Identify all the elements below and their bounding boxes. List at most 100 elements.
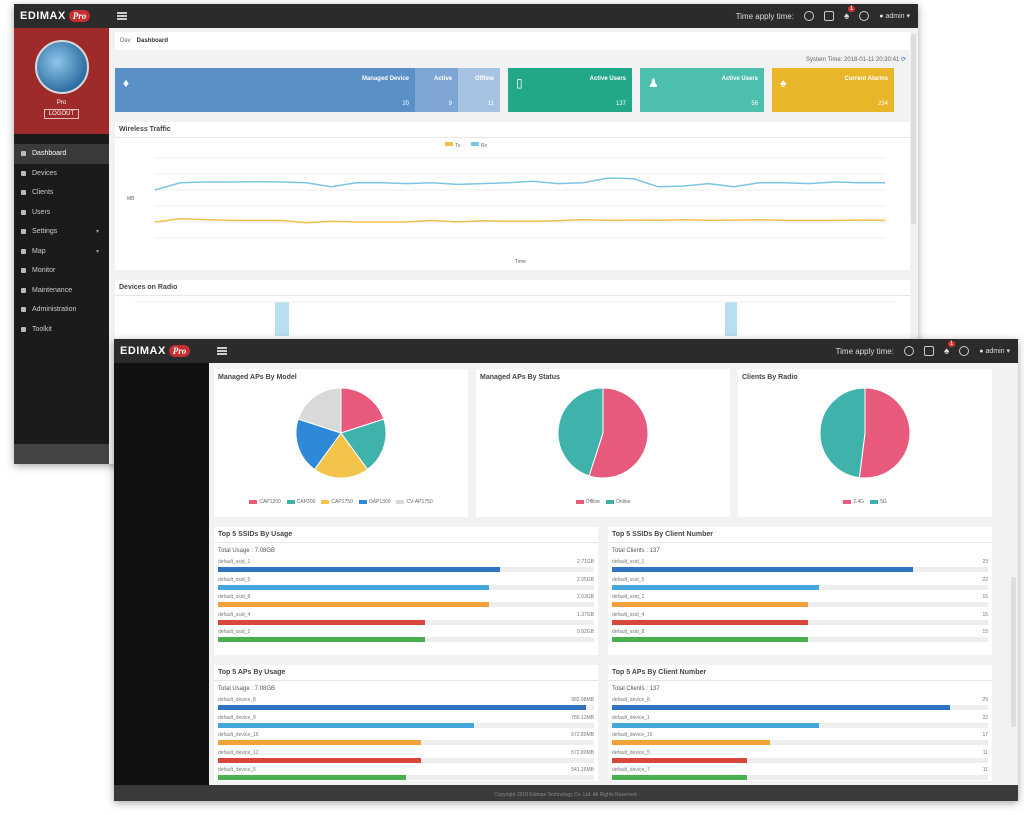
bar-item[interactable]: default_ssid_8 15 [608,626,992,644]
bar-item[interactable]: default_device_5 541.26MB [214,764,598,782]
bar-item[interactable]: default_ssid_1 2.71GB [214,556,598,574]
bar-item[interactable]: default_device_1 22 [608,712,992,730]
bar-fill [612,740,770,745]
legend-item[interactable]: CV-AP1750 [396,499,433,505]
bar-item-value: 2.71GB [577,559,594,565]
copyright-text: Copyright 2018 Edimax Technology Co. Ltd… [494,792,638,798]
globe-icon[interactable] [903,346,914,356]
active-users-card[interactable]: ▯ Active Users 137 [508,68,632,112]
managed-devices-card[interactable]: ♦ Managed Device 20 Active 9 Offline 11 [115,68,500,112]
pie-slice-offline[interactable] [588,387,649,479]
legend-item[interactable]: CAP300 [286,499,315,505]
legend-item[interactable]: Offline [575,499,600,505]
bar-item-value: 11 [982,749,988,756]
sidebar-item-clients[interactable]: Clients [14,183,109,203]
bar-item[interactable]: default_ssid_5 2.05GB [214,574,598,592]
user-menu[interactable]: ● admin ▾ [879,13,910,20]
bar-item[interactable]: default_device_9 766.12MB [214,712,598,730]
bar-item-value: 15 [982,611,988,618]
sidebar-item-users[interactable]: Users [14,203,109,223]
wireless-traffic-title: Wireless Traffic [115,122,910,138]
settings-icon[interactable] [959,346,970,356]
pie-slice-oap1300[interactable] [295,418,342,471]
chevron-down-icon: ▾ [95,229,99,236]
sidebar-item-toolkit[interactable]: Toolkit [14,320,109,340]
refresh-time-icon[interactable]: ⟳ [900,57,906,63]
bar-item-name: default_device_12 [218,749,259,756]
sidebar-item-maintenance[interactable]: Maintenance [14,281,109,301]
bar-item[interactable]: default_device_5 11 [608,747,992,765]
bar-item-name: default_device_8 [218,697,256,703]
bar-track [218,722,594,728]
bell-icon[interactable]: ♠ 1 [943,340,956,357]
bar-item[interactable]: default_ssid_4 1.37GB [214,609,598,627]
globe-icon[interactable] [803,11,814,21]
pie-slice-cap1750[interactable] [313,432,369,479]
legend-item[interactable]: CAP1750 [321,499,353,505]
devices-on-radio-chart [135,301,895,336]
legend-item[interactable]: CAP1200 [249,499,281,505]
bar-item[interactable]: default_ssid_2 0.92GB [214,626,598,644]
pie-slice-5g[interactable] [819,387,866,479]
brand-logo[interactable]: EDIMAX Pro [14,4,109,28]
sidebar-item-dashboard[interactable]: Dashboard [14,144,109,164]
map-icon [21,248,26,254]
bar-item[interactable]: default_device_12 572.80MB [214,747,598,765]
active-users-card-2[interactable]: ♟ Active Users 56 [640,68,764,112]
menu-toggle-icon[interactable] [217,347,227,355]
user-menu[interactable]: ● admin ▾ [979,348,1010,355]
bar-item[interactable]: default_ssid_8 2.03GB [214,591,598,609]
ssid-clients-panel: Top 5 SSIDs By Client Number Total Clien… [608,527,992,655]
pie-slice-online[interactable] [557,387,604,477]
legend-item[interactable]: 5G [870,499,887,505]
sidebar-item-administration[interactable]: Administration [14,300,109,320]
user-name: admin [985,348,1005,355]
bar-item[interactable]: default_ssid_1 15 [608,591,992,609]
refresh-icon[interactable] [923,346,934,356]
sidebar-item-map[interactable]: Map ▾ [14,242,109,262]
top-bar-actions: Time apply time: ♠ 1 ● admin ▾ [736,5,918,22]
legend-item[interactable]: OAP1300 [358,499,390,505]
pie-slice-cap1200[interactable] [340,387,385,434]
bell-icon[interactable]: ♠ 1 [843,5,856,22]
brand-logo[interactable]: EDIMAX Pro [114,339,209,363]
clients-icon [21,190,26,196]
bar-item[interactable]: default_device_7 11 [608,764,992,782]
bar-item[interactable]: default_device_8 982.98MB [214,694,598,712]
bar-item-name: default_device_16 [612,732,653,738]
active-devices-value: 9 [448,101,452,107]
sidebar-item-monitor[interactable]: Monitor [14,261,109,281]
scrollbar[interactable] [911,34,916,224]
bar-fill [218,740,422,745]
bar-item[interactable]: default_device_16 572.80MB [214,729,598,747]
bar-track [612,584,988,590]
legend-label: Tx [455,143,461,149]
pie-slice-cap300[interactable] [340,418,387,471]
breadcrumb-home[interactable]: Dev [120,38,131,44]
bar-item[interactable]: default_device_8 29 [608,694,992,712]
pie-slice-2.4g[interactable] [858,387,911,479]
pie-title-status: Managed APs By Status [480,373,560,381]
current-alarms-card[interactable]: ♠ Current Alarms 234 [772,68,894,112]
bar-fill [612,705,951,710]
x-axis-label: Time [515,259,526,265]
bar-item-value: 29 [982,697,988,703]
logout-button[interactable]: LOGOUT [43,109,80,119]
menu-toggle-icon[interactable] [117,12,127,20]
ap-usage-list: default_device_8 982.98MB default_device_9… [214,694,598,782]
legend-item[interactable]: 2.4G [843,499,864,505]
bar-item[interactable]: default_ssid_4 15 [608,609,992,627]
sidebar-item-devices[interactable]: Devices [14,164,109,184]
refresh-icon[interactable] [823,11,834,21]
bar-item[interactable]: default_ssid_5 22 [608,574,992,592]
pie-slice-cv-ap1750[interactable] [297,387,342,434]
scrollbar[interactable] [1011,577,1016,727]
bar-item[interactable]: default_device_16 17 [608,729,992,747]
bar-fill [218,602,489,607]
legend-item[interactable]: Online [605,499,630,505]
settings-icon[interactable] [859,11,870,21]
legend-swatch[interactable] [471,142,479,146]
legend-swatch[interactable] [445,142,453,146]
bar-item[interactable]: default_ssid_1 29 [608,556,992,574]
sidebar-item-settings[interactable]: Settings ▾ [14,222,109,242]
